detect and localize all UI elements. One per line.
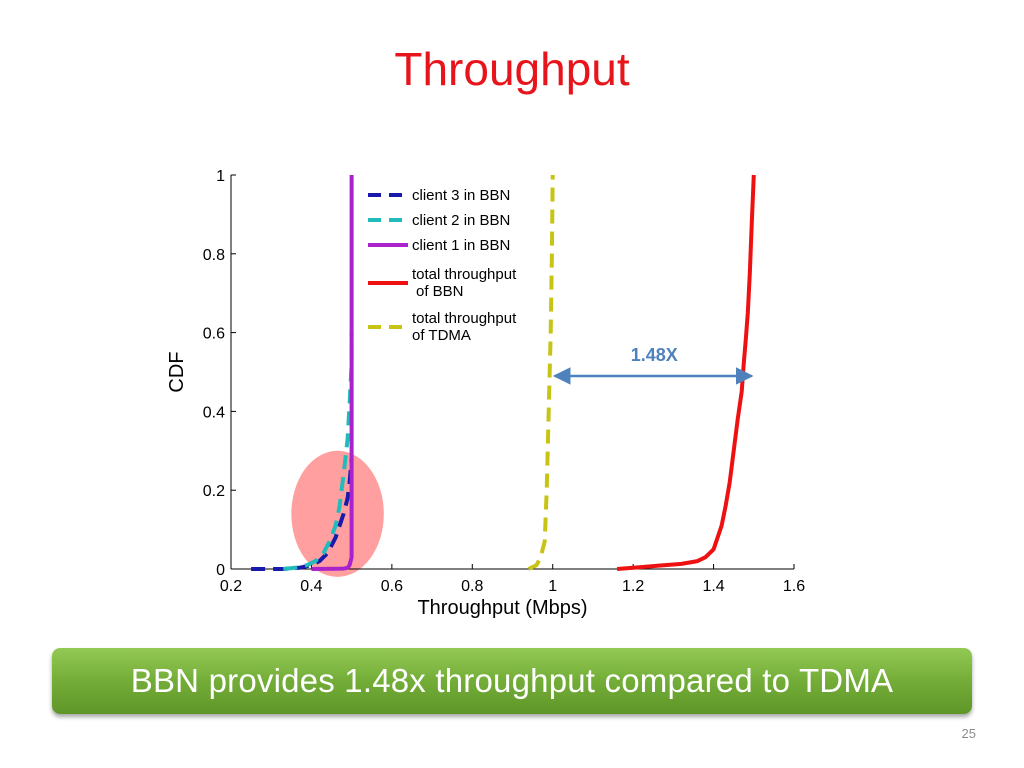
y-tick-label: 0 [216, 562, 225, 579]
legend-label-1: client 3 in BBN [412, 187, 510, 204]
y-tick-label: 0.4 [203, 404, 225, 421]
legend-label-5: total throughput of TDMA [412, 310, 517, 344]
x-axis-label: Throughput (Mbps) [417, 597, 587, 619]
legend-label-4: total throughput of BBN [412, 266, 517, 300]
series-line-5 [527, 174, 555, 571]
x-tick-label: 1.2 [622, 578, 644, 595]
slide-title: Throughput [394, 43, 630, 95]
highlight-ellipse [291, 450, 384, 577]
summary-banner-text: BBN provides 1.48x throughput compared t… [130, 662, 894, 699]
x-tick-label: 0.8 [461, 578, 483, 595]
x-tick-label: 0.2 [220, 578, 242, 595]
x-tick-label: 0.4 [300, 578, 322, 595]
series-line-2 [283, 332, 354, 571]
summary-banner: BBN provides 1.48x throughput compared t… [52, 648, 972, 714]
y-tick-label: 0.6 [203, 326, 225, 343]
x-tick-label: 0.6 [381, 578, 403, 595]
ratio-label: 1.48X [631, 345, 678, 365]
page-number: 25 [961, 726, 976, 741]
legend-label-3: client 1 in BBN [412, 237, 510, 254]
series-line-4 [616, 174, 756, 571]
y-axis-label: CDF [166, 351, 188, 392]
x-tick-label: 1 [548, 578, 557, 595]
y-tick-label: 0.8 [203, 247, 225, 264]
series-line-3 [311, 175, 354, 571]
x-tick-label: 1.6 [783, 578, 805, 595]
y-tick-label: 1 [216, 168, 225, 185]
y-tick-label: 0.2 [203, 483, 225, 500]
legend-label-2: client 2 in BBN [412, 212, 510, 229]
cdf-chart: 0.2 0.4 0.6 0.8 1 1.2 1.4 1.600.20.40.60.81Thro… [166, 168, 805, 619]
x-tick-label: 1.4 [702, 578, 724, 595]
